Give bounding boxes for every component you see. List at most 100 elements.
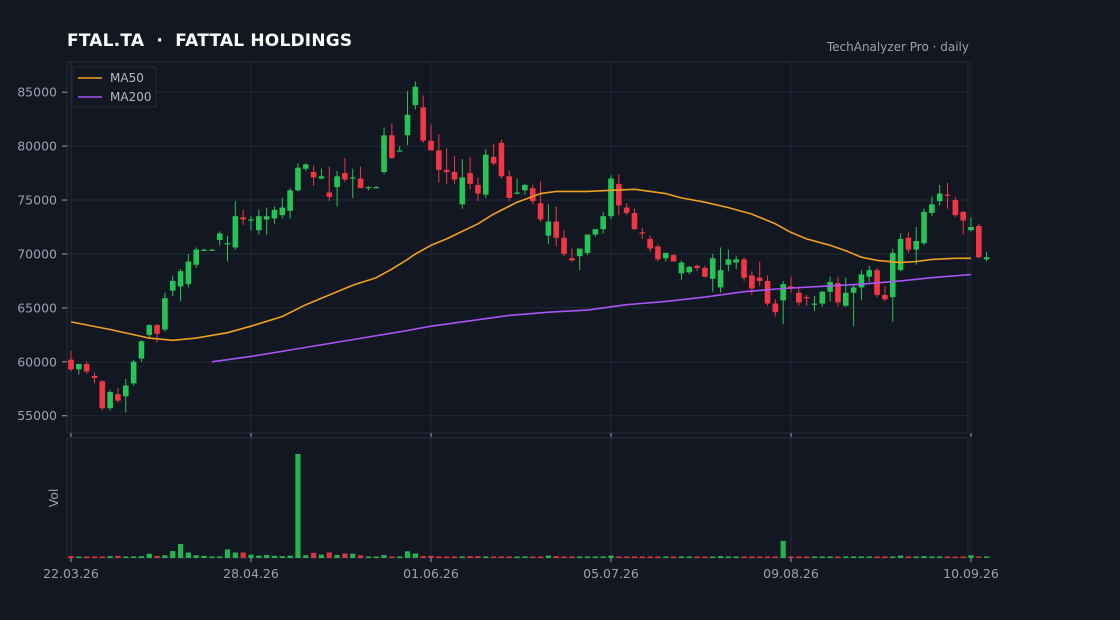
candlesticks — [68, 81, 990, 413]
candle-body — [889, 252, 896, 298]
candle — [498, 139, 505, 179]
volume-bar — [451, 556, 458, 558]
grid — [67, 62, 972, 558]
candle — [662, 252, 669, 262]
candle — [522, 183, 528, 195]
candle-body — [467, 173, 473, 184]
volume-bar — [381, 554, 387, 558]
candle-body — [741, 259, 747, 278]
candle-body — [936, 193, 943, 202]
volume-bar — [420, 556, 426, 558]
volume-bar — [350, 553, 356, 558]
candle-body — [811, 303, 818, 305]
volume-bar — [671, 556, 677, 558]
candle-body — [428, 140, 434, 151]
candle — [185, 253, 192, 288]
candle — [592, 229, 599, 237]
volume-bar — [772, 556, 778, 558]
volume-bar — [217, 556, 223, 558]
candle-body — [232, 216, 239, 248]
volume-bar — [553, 556, 559, 558]
volume-bar — [616, 556, 622, 558]
candle-body — [835, 283, 841, 303]
volume-bar — [717, 556, 724, 558]
candle — [897, 233, 904, 272]
volume-bar — [757, 556, 763, 558]
candle — [271, 206, 278, 224]
candle — [631, 208, 638, 231]
candle — [905, 232, 912, 253]
candle — [772, 299, 779, 317]
candle — [482, 149, 489, 198]
candle-body — [850, 287, 857, 293]
candle-body — [788, 286, 794, 288]
candle — [334, 170, 340, 207]
candle — [780, 280, 786, 325]
volume-bar — [475, 556, 481, 558]
candle-body — [185, 261, 192, 285]
candle — [138, 340, 145, 362]
candle-body — [553, 221, 560, 238]
candle-body — [733, 259, 740, 263]
candle-body — [459, 177, 466, 205]
volume-bar — [334, 554, 340, 558]
candle — [373, 186, 380, 189]
volume-bar — [209, 556, 215, 558]
candle-body — [631, 212, 638, 230]
candle — [68, 351, 74, 372]
candle-body — [130, 361, 137, 384]
volume-bar — [905, 556, 911, 558]
candle-body — [647, 238, 653, 249]
candle — [647, 235, 653, 252]
volume-bar — [937, 556, 943, 558]
candle-body — [498, 142, 505, 177]
candle-body — [318, 176, 325, 179]
candle — [678, 260, 685, 280]
candle — [835, 276, 841, 307]
volume-bar — [843, 556, 849, 558]
candle — [404, 91, 411, 146]
candle-body — [342, 173, 348, 180]
volume-bar — [584, 556, 591, 558]
chart-title: FTAL.TA · FATTAL HOLDINGS — [67, 31, 353, 51]
candle — [357, 166, 364, 189]
candle-body — [420, 107, 426, 141]
candle — [584, 234, 591, 256]
candle-body — [365, 187, 372, 189]
candle-body — [882, 294, 888, 300]
volume-bar — [436, 556, 442, 558]
volume-bar — [467, 556, 473, 558]
candle — [545, 204, 552, 245]
volume-bar — [264, 554, 270, 558]
candle — [107, 389, 113, 411]
candle-body — [68, 359, 74, 370]
candle — [529, 184, 536, 205]
volume-bar — [99, 556, 105, 558]
candle — [506, 170, 513, 202]
ma50-line — [70, 188, 971, 342]
candle — [858, 270, 865, 301]
legend-ma50-label: MA50 — [110, 71, 144, 85]
candle — [193, 247, 200, 268]
volume-bar — [170, 550, 176, 558]
candle-body — [263, 216, 270, 220]
candle — [811, 296, 818, 312]
candle-body — [83, 363, 90, 372]
candle — [553, 206, 560, 247]
candle — [177, 269, 184, 302]
volume-bar — [631, 556, 638, 558]
candle-body — [396, 150, 403, 152]
volume-bar — [287, 555, 293, 558]
candle-body — [302, 164, 309, 169]
volume-bar — [851, 556, 857, 558]
volume-bar — [733, 556, 739, 558]
x-tick-label: 05.07.26 — [583, 566, 639, 581]
volume-bar — [663, 556, 669, 558]
volume-bar — [76, 556, 82, 558]
volume-bar — [162, 555, 168, 558]
candle-body — [913, 241, 920, 250]
candle-body — [404, 114, 411, 136]
candle — [623, 203, 630, 216]
volume-bar — [545, 555, 551, 558]
candle-body — [662, 252, 669, 259]
